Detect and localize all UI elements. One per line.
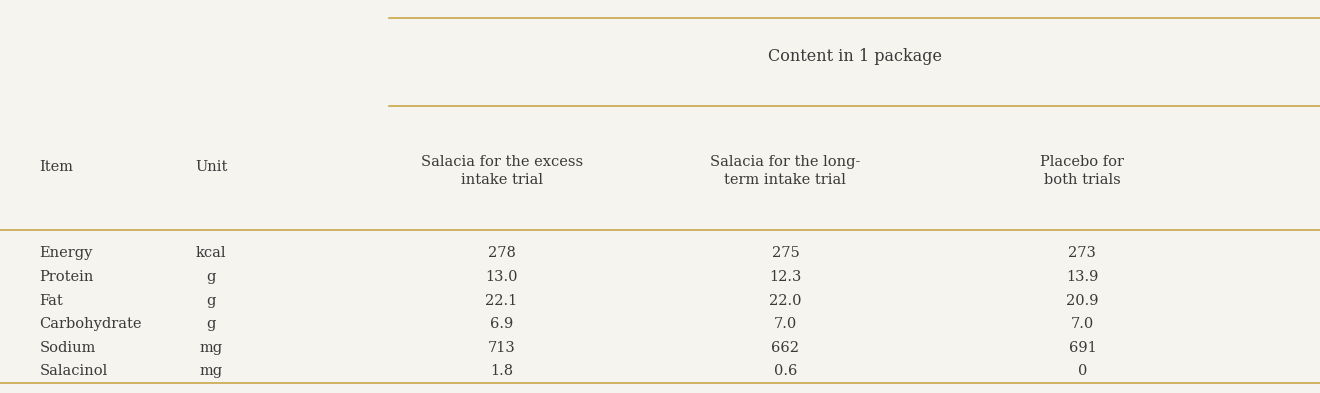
Text: Salacinol: Salacinol (40, 364, 108, 378)
Text: g: g (206, 270, 216, 284)
Text: 7.0: 7.0 (1071, 317, 1094, 331)
Text: 6.9: 6.9 (490, 317, 513, 331)
Text: 273: 273 (1068, 246, 1097, 261)
Text: kcal: kcal (195, 246, 227, 261)
Text: Carbohydrate: Carbohydrate (40, 317, 143, 331)
Text: 691: 691 (1068, 341, 1097, 355)
Text: Sodium: Sodium (40, 341, 96, 355)
Text: 12.3: 12.3 (770, 270, 801, 284)
Text: Protein: Protein (40, 270, 94, 284)
Text: 7.0: 7.0 (774, 317, 797, 331)
Text: Salacia for the long-
term intake trial: Salacia for the long- term intake trial (710, 155, 861, 187)
Text: mg: mg (199, 364, 223, 378)
Text: Item: Item (40, 160, 74, 174)
Text: Energy: Energy (40, 246, 92, 261)
Text: 662: 662 (771, 341, 800, 355)
Text: 0: 0 (1077, 364, 1088, 378)
Text: mg: mg (199, 341, 223, 355)
Text: Content in 1 package: Content in 1 package (768, 48, 941, 66)
Text: Salacia for the excess
intake trial: Salacia for the excess intake trial (421, 155, 582, 187)
Text: 13.0: 13.0 (486, 270, 517, 284)
Text: 713: 713 (487, 341, 516, 355)
Text: 0.6: 0.6 (774, 364, 797, 378)
Text: Placebo for
both trials: Placebo for both trials (1040, 155, 1125, 187)
Text: Fat: Fat (40, 294, 63, 308)
Text: 20.9: 20.9 (1067, 294, 1098, 308)
Text: 22.1: 22.1 (486, 294, 517, 308)
Text: Unit: Unit (195, 160, 227, 174)
Text: 22.0: 22.0 (770, 294, 801, 308)
Text: g: g (206, 317, 216, 331)
Text: 13.9: 13.9 (1067, 270, 1098, 284)
Text: 1.8: 1.8 (490, 364, 513, 378)
Text: 278: 278 (487, 246, 516, 261)
Text: 275: 275 (771, 246, 800, 261)
Text: g: g (206, 294, 216, 308)
